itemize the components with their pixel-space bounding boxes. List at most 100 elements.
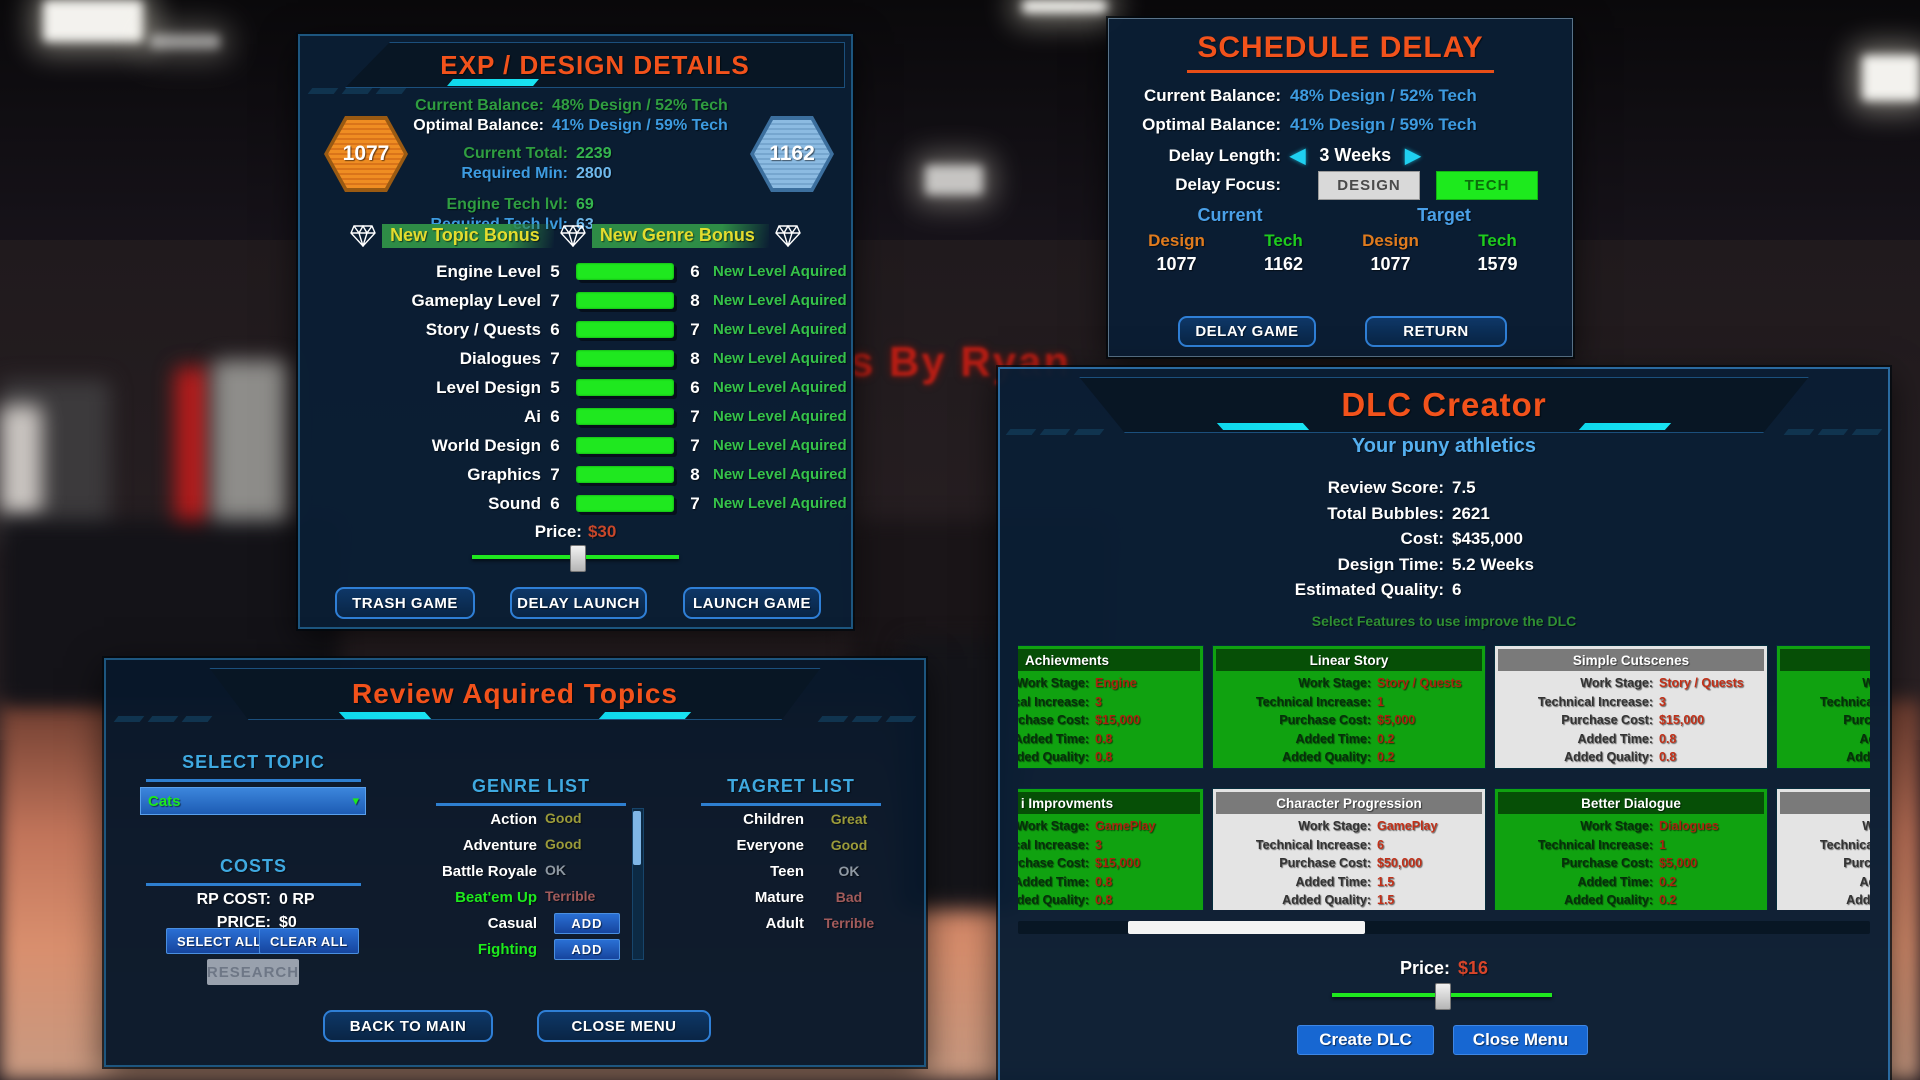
genre-list-header: GENRE LIST — [436, 776, 626, 806]
ceiling — [0, 0, 1920, 250]
technical-increase-label: Technical Increase: — [1537, 837, 1653, 852]
dlc-price-slider[interactable] — [1332, 983, 1552, 1010]
work-stage-label: Work Stage: — [1580, 819, 1653, 833]
price-value: $30 — [587, 522, 617, 541]
slider-thumb[interactable] — [570, 545, 586, 572]
skill-progress-bar — [576, 379, 674, 396]
select-features-hint: Select Features to use improve the DLC — [1311, 613, 1577, 629]
feature-card-title: Achievments — [1018, 649, 1200, 671]
back-to-main-button[interactable]: BACK TO MAIN — [323, 1010, 493, 1042]
added-quality-value: 0.2 — [1377, 750, 1395, 765]
purchase-cost-value: $5,000 — [1377, 713, 1416, 728]
genre-rating: Good — [545, 810, 582, 826]
scrollbar-thumb[interactable] — [1128, 921, 1365, 934]
purchase-cost-label: Purchase Cost: — [1843, 713, 1870, 728]
select-all-button[interactable]: SELECT ALL — [166, 928, 273, 954]
rp-cost-label: RP COST: — [196, 891, 271, 908]
dlc-stats: Review Score: 7.5 Total Bubbles: 2621 Cost… — [1144, 475, 1744, 603]
feature-card[interactable]: Achievments Work Stage: Engine Technical … — [1018, 645, 1204, 769]
technical-increase-label: Technical Increase: — [1819, 837, 1870, 852]
technical-increase-value: 1 — [1659, 837, 1666, 852]
totals-info: Current Total: 2239 Required Min: 2800 — [300, 144, 851, 184]
work-stage-label: Work Stage: — [1777, 817, 1870, 836]
feature-card[interactable]: Linear Story Work Stage: Story / Quests T… — [1212, 645, 1486, 769]
close-menu-button[interactable]: Close Menu — [1453, 1025, 1588, 1055]
topic-dropdown[interactable]: Cats ▾ — [140, 787, 366, 815]
skill-name: Ai — [524, 406, 541, 426]
decrease-delay-arrow-icon[interactable]: ◀ — [1290, 144, 1306, 167]
added-quality-label: Added Quality: — [1564, 750, 1653, 765]
delay-game-button[interactable]: DELAY GAME — [1178, 316, 1316, 347]
feature-card[interactable]: Simple Cutscenes Work Stage: Story / Ques… — [1494, 645, 1768, 769]
work-stage-value: Engine — [1095, 676, 1137, 690]
target-rating: Bad — [835, 889, 863, 905]
trash-game-button[interactable]: TRASH GAME — [335, 587, 475, 619]
target-tech-label: Tech — [1478, 231, 1517, 250]
exp-design-details-panel: EXP / DESIGN DETAILS 1077 1162 Current B… — [298, 34, 853, 629]
work-stage-label: Work Stage: — [1018, 676, 1089, 690]
added-quality-label: Added Quality: — [1018, 750, 1089, 765]
feature-card[interactable]: i Improvments Work Stage: GamePlay Techni… — [1018, 788, 1204, 910]
work-stage-value: Story / Quests — [1659, 676, 1744, 690]
scrollbar-thumb[interactable] — [633, 811, 641, 865]
work-stage-value: Story / Quests — [1377, 676, 1462, 690]
focus-tech-button[interactable]: TECH — [1436, 170, 1538, 200]
current-tech-label: Tech — [1264, 231, 1303, 250]
skill-row: Graphics 7 8 New Level Aquired — [300, 460, 851, 489]
increase-delay-arrow-icon[interactable]: ▶ — [1405, 144, 1421, 167]
current-tech-value: 1162 — [1263, 254, 1304, 274]
feature-card[interactable]: D Work Stage: Technical Increase: Purcha… — [1776, 788, 1870, 910]
create-dlc-button[interactable]: Create DLC — [1297, 1025, 1434, 1055]
optimal-balance-label: Optimal Balance: — [413, 117, 544, 134]
header-dashes — [817, 716, 917, 722]
skill-status: New Level Aquired — [713, 495, 847, 512]
genre-row: Casual ADD — [402, 910, 622, 936]
slider-thumb[interactable] — [1435, 983, 1451, 1010]
dlc-price-value: $16 — [1457, 958, 1489, 978]
feature-card[interactable]: Character Progression Work Stage: GamePla… — [1212, 788, 1486, 910]
price-slider[interactable] — [472, 545, 679, 572]
return-button[interactable]: RETURN — [1365, 316, 1507, 347]
schedule-title: SCHEDULE DELAY — [1187, 31, 1494, 73]
skill-level-after: 7 — [690, 319, 700, 339]
ceiling-light — [150, 34, 220, 49]
feature-card[interactable]: Work Stage: Technical Increase: Purchase… — [1776, 645, 1870, 769]
technical-increase-value: 1 — [1377, 694, 1384, 709]
diamond-icon — [559, 225, 586, 247]
technical-increase-label: Technical Increase: — [1018, 837, 1089, 852]
tech-points-hexagon: 1162 — [750, 116, 834, 192]
work-stage-label: Work Stage: — [1298, 676, 1371, 690]
features-scrollbar[interactable] — [1018, 921, 1870, 934]
add-genre-button[interactable]: ADD — [554, 938, 620, 960]
genre-list-scrollbar[interactable] — [632, 808, 644, 960]
added-time-label: Added Time: — [1295, 731, 1371, 746]
target-name: Everyone — [736, 836, 804, 854]
skill-level-before: 6 — [550, 493, 560, 513]
added-time-label: Added Time: — [1295, 874, 1371, 889]
purchase-cost-value: $15,000 — [1095, 713, 1141, 728]
skill-progress-bar — [576, 321, 674, 338]
focus-design-button[interactable]: DESIGN — [1318, 170, 1420, 200]
target-design-label: Design — [1362, 231, 1419, 250]
hexagon-fill — [754, 120, 830, 188]
launch-game-button[interactable]: LAUNCH GAME — [683, 587, 821, 619]
research-button[interactable]: RESEARCH — [207, 959, 299, 985]
header-accent-slash — [1216, 423, 1310, 430]
technical-increase-label: Technical Increase: — [1255, 694, 1371, 709]
diamond-icon — [350, 225, 376, 247]
current-balance-label: Current Balance: — [415, 97, 544, 114]
purchase-cost-label: Purchase Cost: — [1561, 713, 1653, 728]
skill-status: New Level Aquired — [713, 408, 847, 425]
add-genre-button[interactable]: ADD — [554, 912, 620, 934]
skill-level-before: 5 — [550, 261, 560, 281]
delay-launch-button[interactable]: DELAY LAUNCH — [510, 587, 647, 619]
purchase-cost-value: $50,000 — [1377, 856, 1423, 871]
target-rating: OK — [838, 863, 860, 879]
close-menu-button[interactable]: CLOSE MENU — [537, 1010, 711, 1042]
feature-card[interactable]: Better Dialogue Work Stage: Dialogues Tec… — [1494, 788, 1768, 910]
new-topic-bonus-badge: New Topic Bonus — [382, 224, 554, 248]
skill-name: Story / Quests — [425, 319, 541, 339]
clear-all-button[interactable]: CLEAR ALL — [259, 928, 359, 954]
target-list-header: TAGRET LIST — [701, 776, 881, 806]
header-dashes — [307, 88, 407, 94]
